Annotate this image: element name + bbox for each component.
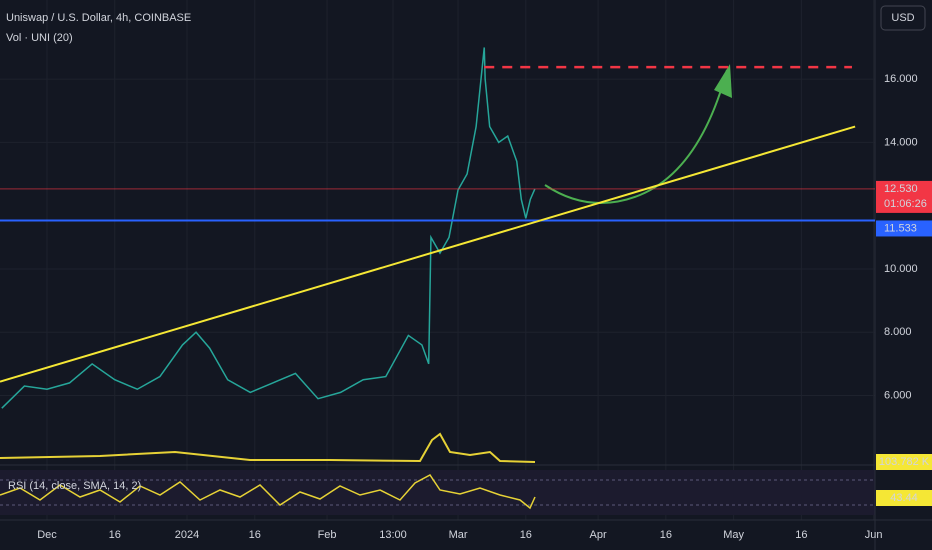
chart-title: Uniswap / U.S. Dollar, 4h, COINBASE bbox=[6, 12, 191, 24]
x-tick-label: Apr bbox=[590, 529, 607, 541]
rsi-value: 43.44 bbox=[890, 492, 918, 504]
x-tick-label: 16 bbox=[249, 529, 261, 541]
x-tick-label: Jun bbox=[865, 529, 883, 541]
arrow-head bbox=[714, 64, 732, 98]
y-tick-label: 6.000 bbox=[884, 389, 912, 401]
countdown: 01:06:26 bbox=[884, 198, 927, 210]
x-tick-label: 16 bbox=[520, 529, 532, 541]
rsi-line bbox=[0, 474, 536, 510]
x-tick-label: Dec bbox=[37, 529, 57, 541]
volume-badge bbox=[876, 454, 932, 470]
forecast-arrow bbox=[544, 69, 728, 204]
y-tick-label: 14.000 bbox=[884, 136, 918, 148]
price-line bbox=[1, 47, 536, 409]
volume-ma bbox=[0, 432, 536, 463]
rsi-badge bbox=[876, 490, 932, 506]
x-tick-label: 16 bbox=[795, 529, 807, 541]
last-price-badge bbox=[876, 180, 932, 213]
volume-value: 103.782 K bbox=[879, 456, 930, 468]
rsi-pane bbox=[0, 470, 875, 515]
x-tick-label: May bbox=[723, 529, 744, 541]
y-tick-label: 8.000 bbox=[884, 326, 912, 338]
currency-button[interactable] bbox=[880, 5, 926, 31]
x-tick-label: 13:00 bbox=[379, 529, 407, 541]
last-price-label: 12.530 bbox=[884, 183, 918, 195]
trend-line bbox=[0, 125, 856, 383]
rsi-title: RSI (14, close, SMA, 14, 2) bbox=[8, 480, 141, 492]
x-tick-label: 2024 bbox=[175, 529, 199, 541]
y-tick-label: 16.000 bbox=[884, 73, 918, 85]
x-tick-label: 16 bbox=[109, 529, 121, 541]
support-badge bbox=[876, 220, 932, 237]
support-label: 11.533 bbox=[884, 222, 917, 234]
currency[interactable]: USD bbox=[891, 12, 914, 24]
x-tick-label: Feb bbox=[318, 529, 337, 541]
x-tick-label: Mar bbox=[449, 529, 468, 541]
x-tick-label: 16 bbox=[660, 529, 672, 541]
y-tick-label: 10.000 bbox=[884, 263, 918, 275]
volume-title: Vol · UNI (20) bbox=[6, 32, 73, 44]
